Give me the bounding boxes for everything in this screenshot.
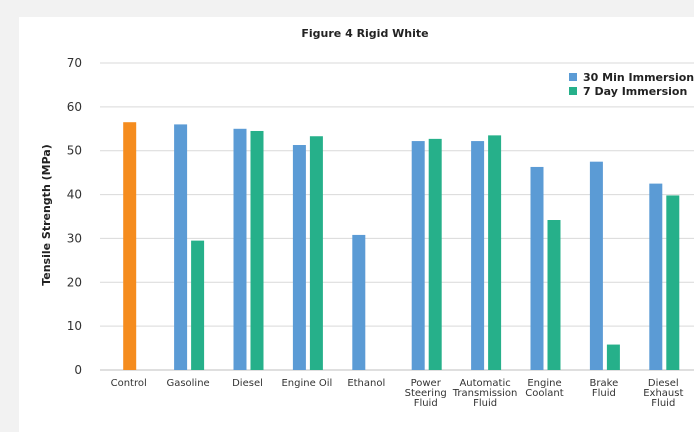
bar-series-2: [191, 240, 205, 370]
bar-series-1: [352, 234, 366, 370]
y-tick-label: 30: [67, 231, 82, 245]
category-label: Control: [111, 378, 147, 389]
category-label: Ethanol: [347, 378, 385, 389]
y-tick-label: 0: [74, 363, 82, 377]
bar-series-1: [589, 161, 603, 370]
legend-swatch: [569, 87, 577, 95]
grid-lines: [100, 62, 694, 371]
y-tick-label: 40: [67, 188, 82, 202]
category-label: Power Steering Fluid: [405, 378, 447, 409]
category-label: Brake Fluid: [590, 378, 619, 399]
y-tick-label: 20: [67, 275, 82, 289]
legend-label: 30 Min Immersion: [583, 71, 694, 84]
y-tick-label: 50: [67, 144, 82, 158]
category-label: Engine Coolant: [525, 378, 563, 399]
y-tick-label: 10: [67, 319, 82, 333]
category-label: Automatic Transmission Fluid: [452, 378, 518, 409]
bar-series-2: [250, 130, 264, 370]
bar-series-2: [666, 195, 680, 370]
bar-series-1: [233, 128, 247, 370]
bar-series-1: [174, 124, 188, 371]
bar-series-1: [471, 141, 485, 370]
bar-series-2: [547, 220, 561, 370]
bar-series-1: [292, 145, 306, 370]
bars: [123, 122, 680, 371]
bar-control: [123, 122, 137, 370]
y-tick-labels: 0 10 20 30 40 50 60 70: [67, 56, 82, 377]
bar-series-2: [606, 344, 620, 370]
bar-series-2: [428, 138, 442, 370]
category-labels: Control Gasoline Diesel Engine Oil Ethanol Po…: [111, 378, 684, 409]
category-label: Diesel: [232, 378, 263, 389]
y-tick-label: 60: [67, 100, 82, 114]
y-axis-label: Tensile Strength (MPa): [40, 144, 53, 286]
category-label: Gasoline: [166, 378, 209, 389]
y-tick-label: 70: [67, 56, 82, 70]
category-label: Diesel Exhaust Fluid: [643, 378, 683, 409]
chart-title: Figure 4 Rigid White: [301, 27, 428, 40]
bar-series-2: [488, 135, 502, 370]
bar-series-2: [309, 136, 323, 370]
bar-series-1: [530, 166, 544, 370]
legend-swatch: [569, 73, 577, 81]
bar-series-1: [649, 183, 663, 370]
legend-label: 7 Day Immersion: [583, 85, 687, 98]
bar-series-1: [411, 141, 425, 370]
category-label: Engine Oil: [281, 378, 332, 389]
